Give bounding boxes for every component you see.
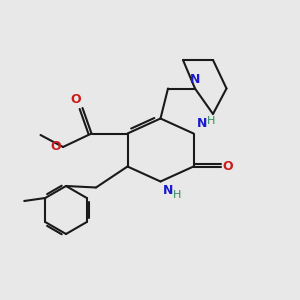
Text: O: O [222, 160, 233, 173]
Text: O: O [51, 140, 61, 153]
Text: H: H [207, 116, 216, 126]
Text: O: O [70, 93, 81, 106]
Text: H: H [173, 190, 182, 200]
Text: N: N [196, 117, 207, 130]
Text: N: N [163, 184, 173, 197]
Text: N: N [190, 74, 200, 86]
